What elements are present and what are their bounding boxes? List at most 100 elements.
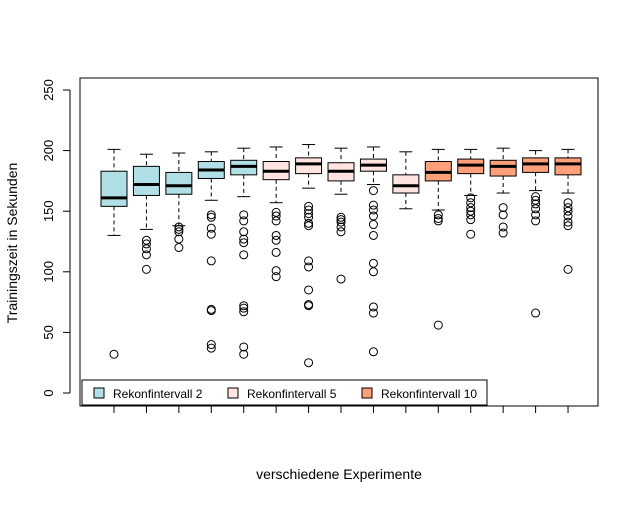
outlier-point — [433, 216, 443, 226]
outlier-point — [174, 222, 184, 232]
box — [392, 151, 420, 210]
box — [522, 150, 550, 318]
outlier-point — [271, 247, 281, 257]
outlier-point — [563, 217, 573, 227]
outlier-point — [368, 205, 378, 215]
outlier-point — [531, 210, 541, 220]
outlier-point — [304, 205, 314, 215]
outlier-point — [304, 358, 314, 368]
outlier-point — [141, 244, 151, 254]
legend-label: Rekonfintervall 5 — [247, 387, 337, 401]
legend-item: Rekonfintervall 5 — [227, 387, 337, 401]
x-axis — [113, 405, 569, 413]
box-body — [100, 170, 128, 207]
y-axis: 0 50 100 150 200 250 — [41, 79, 71, 397]
outlier-point — [239, 307, 249, 317]
outlier-point — [498, 222, 508, 232]
outlier-point — [531, 204, 541, 214]
box — [100, 148, 128, 359]
y-tick-label: 0 — [41, 389, 56, 396]
outlier-point — [368, 230, 378, 240]
legend-swatch — [361, 387, 373, 399]
outlier-point — [206, 340, 216, 350]
legend-frame — [81, 379, 488, 406]
box — [327, 147, 355, 284]
outlier-point — [433, 210, 443, 220]
box-body — [392, 174, 420, 194]
outlier-point — [206, 210, 216, 220]
outlier-point — [466, 198, 476, 208]
box — [230, 147, 258, 359]
outlier-point — [368, 211, 378, 221]
outlier-point — [271, 235, 281, 245]
legend-swatch — [93, 387, 105, 399]
outlier-point — [239, 301, 249, 311]
outlier-point — [206, 223, 216, 233]
y-tick-label: 250 — [41, 79, 56, 101]
box-body — [295, 157, 323, 175]
outlier-point — [433, 320, 443, 330]
legend: Rekonfintervall 2 Rekonfintervall 5 Rekonf… — [81, 379, 488, 406]
outlier-point — [141, 264, 151, 274]
outlier-point — [531, 199, 541, 209]
y-tick-label: 150 — [41, 200, 56, 222]
outlier-point — [466, 210, 476, 220]
outlier-point — [304, 209, 314, 219]
outlier-point — [563, 264, 573, 274]
box — [165, 152, 193, 253]
outlier-point — [368, 302, 378, 312]
outlier-point — [498, 228, 508, 238]
outlier-point — [368, 186, 378, 196]
y-tick-label: 100 — [41, 261, 56, 283]
legend-label: Rekonfintervall 10 — [381, 387, 477, 401]
outlier-point — [466, 215, 476, 225]
outlier-point — [368, 200, 378, 210]
outlier-point — [174, 224, 184, 234]
outlier-point — [336, 217, 346, 227]
outlier-point — [531, 216, 541, 226]
outlier-point — [531, 192, 541, 202]
box — [262, 146, 290, 282]
outlier-point — [206, 306, 216, 316]
outlier-point — [271, 272, 281, 282]
outlier-point — [271, 266, 281, 276]
box — [554, 148, 582, 274]
outlier-point — [206, 256, 216, 266]
outlier-point — [109, 349, 119, 359]
outlier-point — [304, 201, 314, 211]
outlier-point — [498, 210, 508, 220]
y-axis-label: Trainingszeit in Sekunden — [4, 163, 20, 324]
outlier-point — [466, 203, 476, 213]
outlier-point — [239, 342, 249, 352]
outlier-point — [368, 258, 378, 268]
outlier-point — [368, 267, 378, 277]
outlier-point — [206, 229, 216, 239]
outlier-point — [336, 274, 346, 284]
outlier-point — [239, 238, 249, 248]
outlier-point — [141, 250, 151, 260]
legend-label: Rekonfintervall 2 — [113, 387, 203, 401]
outlier-point — [563, 206, 573, 216]
outlier-point — [466, 229, 476, 239]
outlier-point — [531, 308, 541, 318]
outlier-point — [304, 221, 314, 231]
outlier-point — [563, 198, 573, 208]
outlier-point — [174, 243, 184, 253]
box — [197, 151, 225, 353]
plot-frame — [79, 77, 599, 407]
legend-swatch — [227, 387, 239, 399]
outlier-point — [304, 285, 314, 295]
box — [457, 148, 485, 239]
box — [424, 148, 452, 330]
outlier-point — [563, 211, 573, 221]
box-body — [165, 171, 193, 195]
legend-item: Rekonfintervall 10 — [361, 387, 477, 401]
outlier-point — [336, 215, 346, 225]
y-tick-label: 50 — [41, 325, 56, 339]
box-body — [554, 157, 582, 176]
outlier-point — [239, 227, 249, 237]
outlier-point — [271, 230, 281, 240]
outlier-point — [141, 239, 151, 249]
box-body — [132, 165, 160, 196]
